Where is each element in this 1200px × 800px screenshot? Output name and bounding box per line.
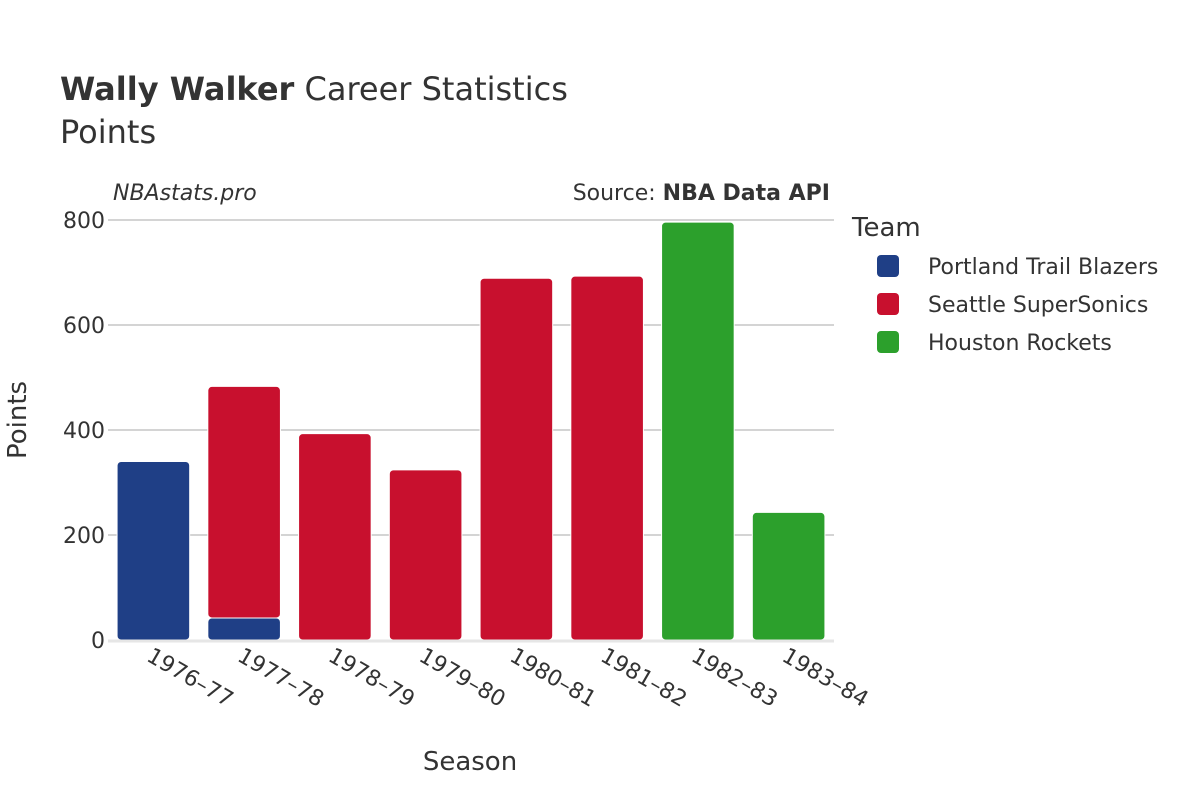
- bar-houston-rockets-1983–84: [751, 511, 826, 641]
- bar-seattle-supersonics-1978–79: [298, 433, 372, 641]
- source-label: Source: NBA Data API: [573, 181, 830, 206]
- legend-swatch: [877, 293, 899, 315]
- chart-title-rest: Career Statistics: [294, 70, 568, 108]
- watermark: NBAstats.pro: [113, 181, 257, 206]
- chart-title-bold: Wally Walker: [60, 70, 295, 108]
- bars: [116, 221, 826, 641]
- x-tick-label: 1978–79: [324, 644, 419, 713]
- y-tick-label: 200: [63, 524, 105, 549]
- x-tick-labels: 1976–771977–781978–791979–801980–811981–…: [142, 644, 872, 713]
- x-tick-label: 1976–77: [142, 644, 237, 713]
- x-tick-label: 1981–82: [596, 644, 691, 713]
- bar-houston-rockets-1982–83: [661, 221, 735, 641]
- x-tick-label: 1979–80: [415, 644, 510, 713]
- chart-title: Wally Walker Career Statistics: [60, 70, 568, 108]
- bar-seattle-supersonics-1977–78: [207, 385, 281, 619]
- bar-seattle-supersonics-1979–80: [388, 469, 463, 641]
- x-tick-label: 1977–78: [233, 644, 328, 713]
- y-tick-labels: 0 200 400 600 800: [63, 209, 105, 654]
- legend-swatch: [877, 255, 899, 277]
- legend-label: Houston Rockets: [928, 331, 1112, 356]
- legend-label: Seattle SuperSonics: [928, 293, 1148, 318]
- source-name: NBA Data API: [663, 181, 830, 206]
- x-tick-label: 1982–83: [687, 644, 782, 713]
- source-prefix: Source:: [573, 181, 663, 206]
- y-tick-label: 800: [63, 209, 105, 234]
- legend-swatch: [877, 331, 899, 353]
- bar-portland-trail-blazers-1977–78: [207, 617, 281, 641]
- y-tick-label: 600: [63, 314, 105, 339]
- bar-seattle-supersonics-1980–81: [479, 277, 554, 641]
- x-tick-label: 1983–84: [778, 644, 873, 713]
- x-tick-label: 1980–81: [505, 644, 600, 713]
- bar-portland-trail-blazers-1976–77: [116, 461, 191, 641]
- y-axis-label: Points: [3, 381, 33, 459]
- bar-seattle-supersonics-1981–82: [570, 275, 644, 641]
- y-tick-label: 400: [63, 419, 105, 444]
- legend-label: Portland Trail Blazers: [928, 255, 1158, 280]
- legend-title: Team: [851, 213, 921, 243]
- legend: Portland Trail Blazers Seattle SuperSonic…: [877, 255, 1158, 356]
- y-tick-label: 0: [91, 629, 105, 654]
- chart-subtitle: Points: [60, 113, 156, 151]
- x-axis-label: Season: [423, 747, 517, 777]
